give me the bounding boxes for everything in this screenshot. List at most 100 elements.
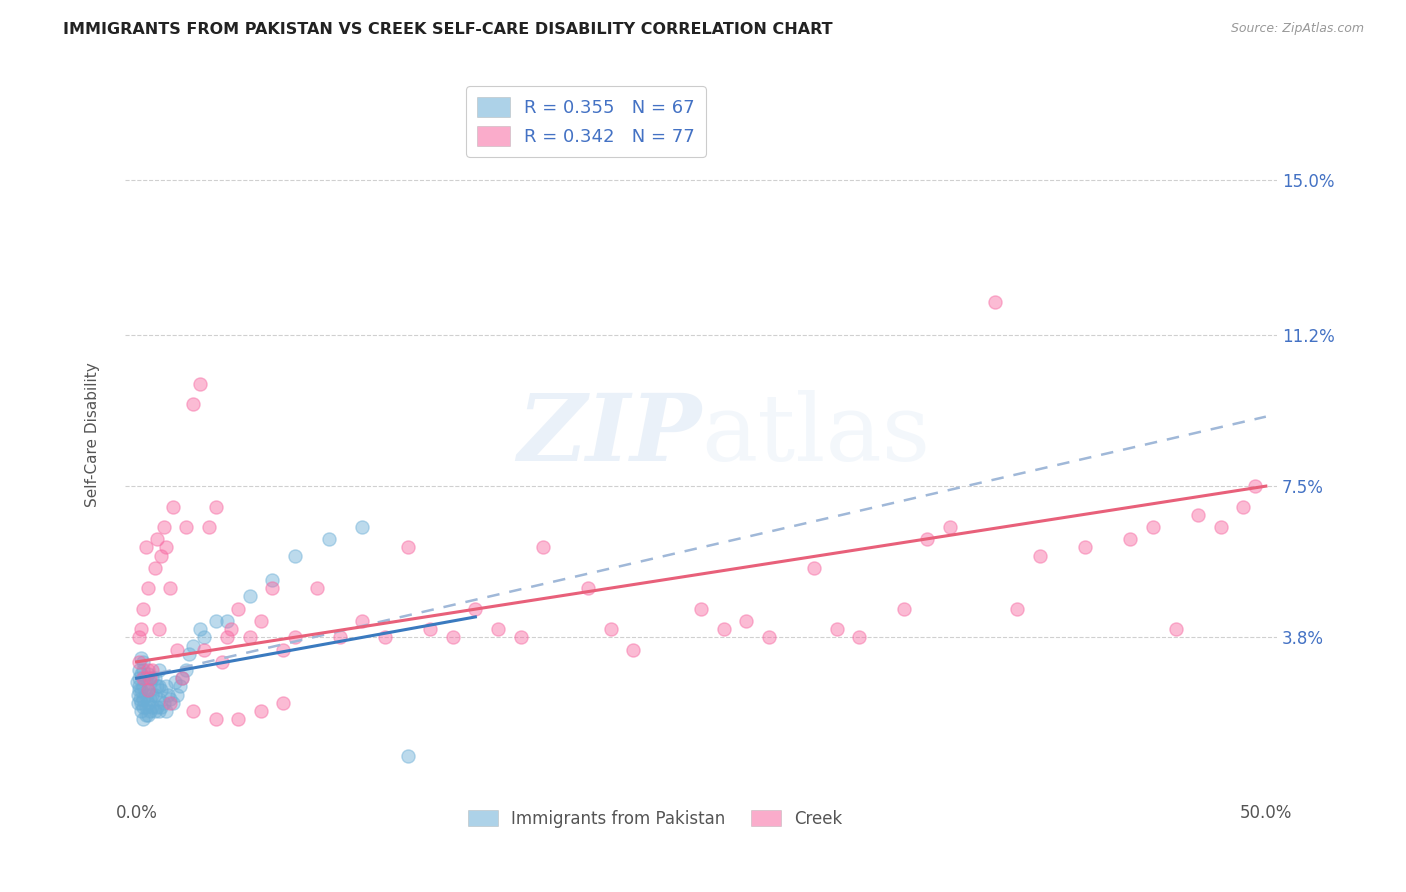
Point <box>136 683 159 698</box>
Point <box>162 696 184 710</box>
Point <box>159 696 181 710</box>
Point <box>166 642 188 657</box>
Point <box>284 549 307 563</box>
Point <box>128 631 150 645</box>
Point <box>938 520 960 534</box>
Point <box>129 696 152 710</box>
Point <box>464 601 486 615</box>
Point <box>170 671 193 685</box>
Point <box>1074 541 1097 555</box>
Point <box>249 614 271 628</box>
Point <box>128 680 150 694</box>
Point <box>193 631 215 645</box>
Point <box>193 642 215 657</box>
Point <box>226 712 249 726</box>
Point <box>163 675 186 690</box>
Point <box>155 704 177 718</box>
Point <box>129 622 152 636</box>
Point <box>318 533 340 547</box>
Point <box>170 671 193 685</box>
Point <box>141 663 163 677</box>
Point <box>132 655 155 669</box>
Point <box>127 688 149 702</box>
Point <box>374 631 396 645</box>
Point <box>396 748 419 763</box>
Point <box>576 582 599 596</box>
Point <box>141 688 163 702</box>
Point <box>204 712 226 726</box>
Legend: Immigrants from Pakistan, Creek: Immigrants from Pakistan, Creek <box>461 803 849 834</box>
Point <box>226 601 249 615</box>
Point <box>848 631 870 645</box>
Point <box>159 582 181 596</box>
Point <box>148 691 170 706</box>
Point <box>735 614 758 628</box>
Point <box>1232 500 1254 514</box>
Point <box>419 622 441 636</box>
Point <box>623 642 645 657</box>
Point <box>690 601 713 615</box>
Point <box>148 704 170 718</box>
Point <box>169 680 191 694</box>
Point <box>155 680 177 694</box>
Point <box>188 622 211 636</box>
Point <box>139 704 162 718</box>
Point <box>352 614 374 628</box>
Point <box>441 631 464 645</box>
Point <box>215 614 238 628</box>
Point <box>129 691 152 706</box>
Point <box>758 631 780 645</box>
Point <box>132 663 155 677</box>
Point <box>136 667 159 681</box>
Point <box>177 647 200 661</box>
Point <box>143 561 166 575</box>
Point <box>132 680 155 694</box>
Point <box>893 601 915 615</box>
Point <box>1142 520 1164 534</box>
Point <box>174 520 197 534</box>
Point <box>396 541 419 555</box>
Point <box>273 696 295 710</box>
Point <box>486 622 509 636</box>
Point <box>150 683 173 698</box>
Point <box>132 699 155 714</box>
Point <box>204 614 226 628</box>
Point <box>152 520 174 534</box>
Point <box>181 397 204 411</box>
Point <box>136 708 159 723</box>
Point <box>127 675 149 690</box>
Point <box>188 376 211 391</box>
Point <box>273 642 295 657</box>
Point <box>284 631 307 645</box>
Text: IMMIGRANTS FROM PAKISTAN VS CREEK SELF-CARE DISABILITY CORRELATION CHART: IMMIGRANTS FROM PAKISTAN VS CREEK SELF-C… <box>63 22 832 37</box>
Point <box>174 663 197 677</box>
Point <box>128 671 150 685</box>
Point <box>1029 549 1052 563</box>
Point <box>143 671 166 685</box>
Point <box>329 631 352 645</box>
Point <box>141 671 163 685</box>
Text: atlas: atlas <box>702 390 931 480</box>
Point <box>150 699 173 714</box>
Point <box>915 533 938 547</box>
Point <box>129 667 152 681</box>
Point <box>984 295 1007 310</box>
Point <box>135 688 157 702</box>
Point <box>148 663 170 677</box>
Point <box>146 699 169 714</box>
Point <box>509 631 531 645</box>
Point <box>135 699 157 714</box>
Point <box>139 671 162 685</box>
Point <box>128 683 150 698</box>
Point <box>129 650 152 665</box>
Point <box>198 520 221 534</box>
Point <box>129 683 152 698</box>
Point <box>1209 520 1232 534</box>
Point <box>204 500 226 514</box>
Point <box>713 622 735 636</box>
Y-axis label: Self-Care Disability: Self-Care Disability <box>86 363 100 508</box>
Point <box>803 561 825 575</box>
Point <box>1007 601 1029 615</box>
Point <box>155 541 177 555</box>
Point <box>1243 479 1265 493</box>
